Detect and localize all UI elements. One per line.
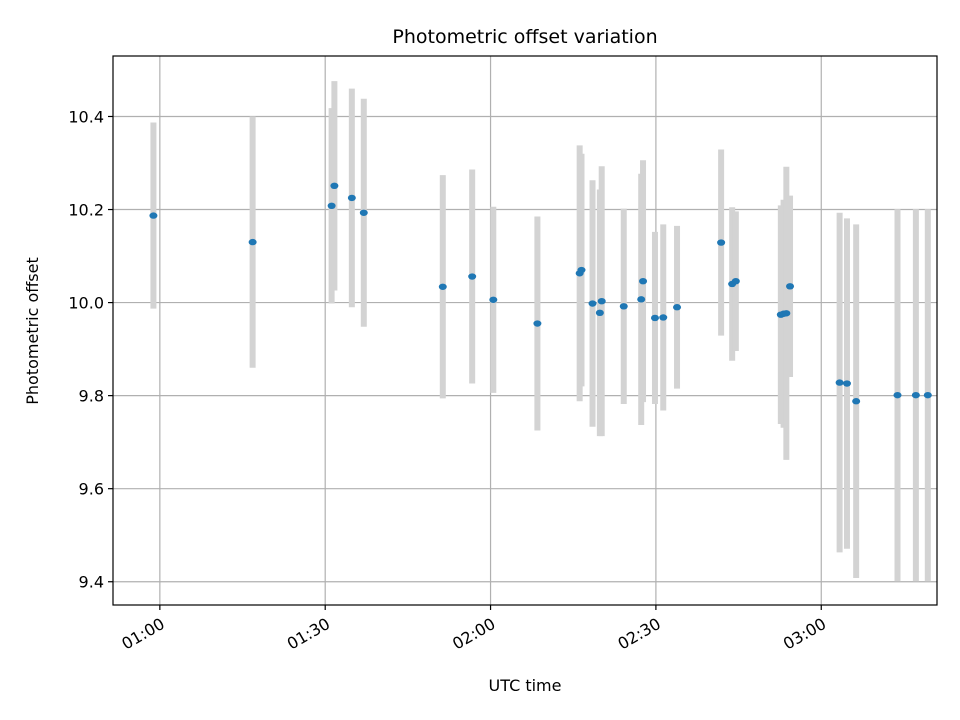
y-tick-label: 9.4 (79, 573, 104, 592)
y-axis-title: Photometric offset (23, 257, 42, 405)
y-axis-ticks: 9.4 9.6 9.8 10.0 10.2 10.4 (68, 107, 113, 592)
data-point (327, 202, 336, 210)
data-point (842, 380, 851, 387)
data-point (659, 314, 668, 321)
data-point (639, 277, 648, 285)
data-point (597, 297, 606, 305)
y-tick-label: 10.2 (68, 201, 104, 220)
x-tick-label: 01:30 (284, 614, 333, 654)
x-tick-label: 01:00 (118, 614, 167, 654)
data-points (149, 182, 932, 405)
data-point (673, 304, 682, 311)
data-point (533, 320, 542, 327)
y-tick-label: 9.8 (79, 387, 104, 406)
data-point (359, 209, 368, 216)
data-point (786, 283, 795, 290)
data-point (248, 238, 257, 246)
data-point (893, 391, 902, 399)
data-point (595, 309, 604, 317)
grid (113, 56, 937, 605)
data-point (650, 314, 659, 322)
data-point (347, 194, 356, 202)
data-point (149, 212, 158, 219)
data-point (835, 379, 844, 386)
data-point (911, 391, 920, 399)
x-tick-label: 03:00 (780, 614, 829, 654)
error-bars (150, 81, 931, 582)
data-point (588, 300, 597, 307)
data-point (923, 391, 932, 399)
y-tick-label: 9.6 (79, 480, 104, 499)
data-point (717, 239, 726, 246)
x-tick-label: 02:00 (449, 614, 498, 654)
data-point (330, 182, 339, 190)
data-point (782, 310, 791, 317)
data-point (731, 277, 740, 285)
data-point (438, 283, 447, 290)
data-point (619, 303, 628, 310)
data-point (489, 296, 498, 303)
data-point (637, 296, 646, 303)
x-axis-ticks: 01:00 01:30 02:00 02:30 03:00 (118, 605, 829, 654)
x-tick-label: 02:30 (614, 614, 663, 654)
data-point (577, 266, 586, 274)
chart-title: Photometric offset variation (392, 26, 657, 48)
plot-frame (112, 55, 938, 606)
y-tick-label: 10.0 (68, 294, 104, 313)
y-tick-label: 10.4 (68, 107, 104, 126)
x-axis-title: UTC time (489, 676, 562, 695)
data-point (852, 398, 861, 405)
data-point (468, 273, 477, 280)
